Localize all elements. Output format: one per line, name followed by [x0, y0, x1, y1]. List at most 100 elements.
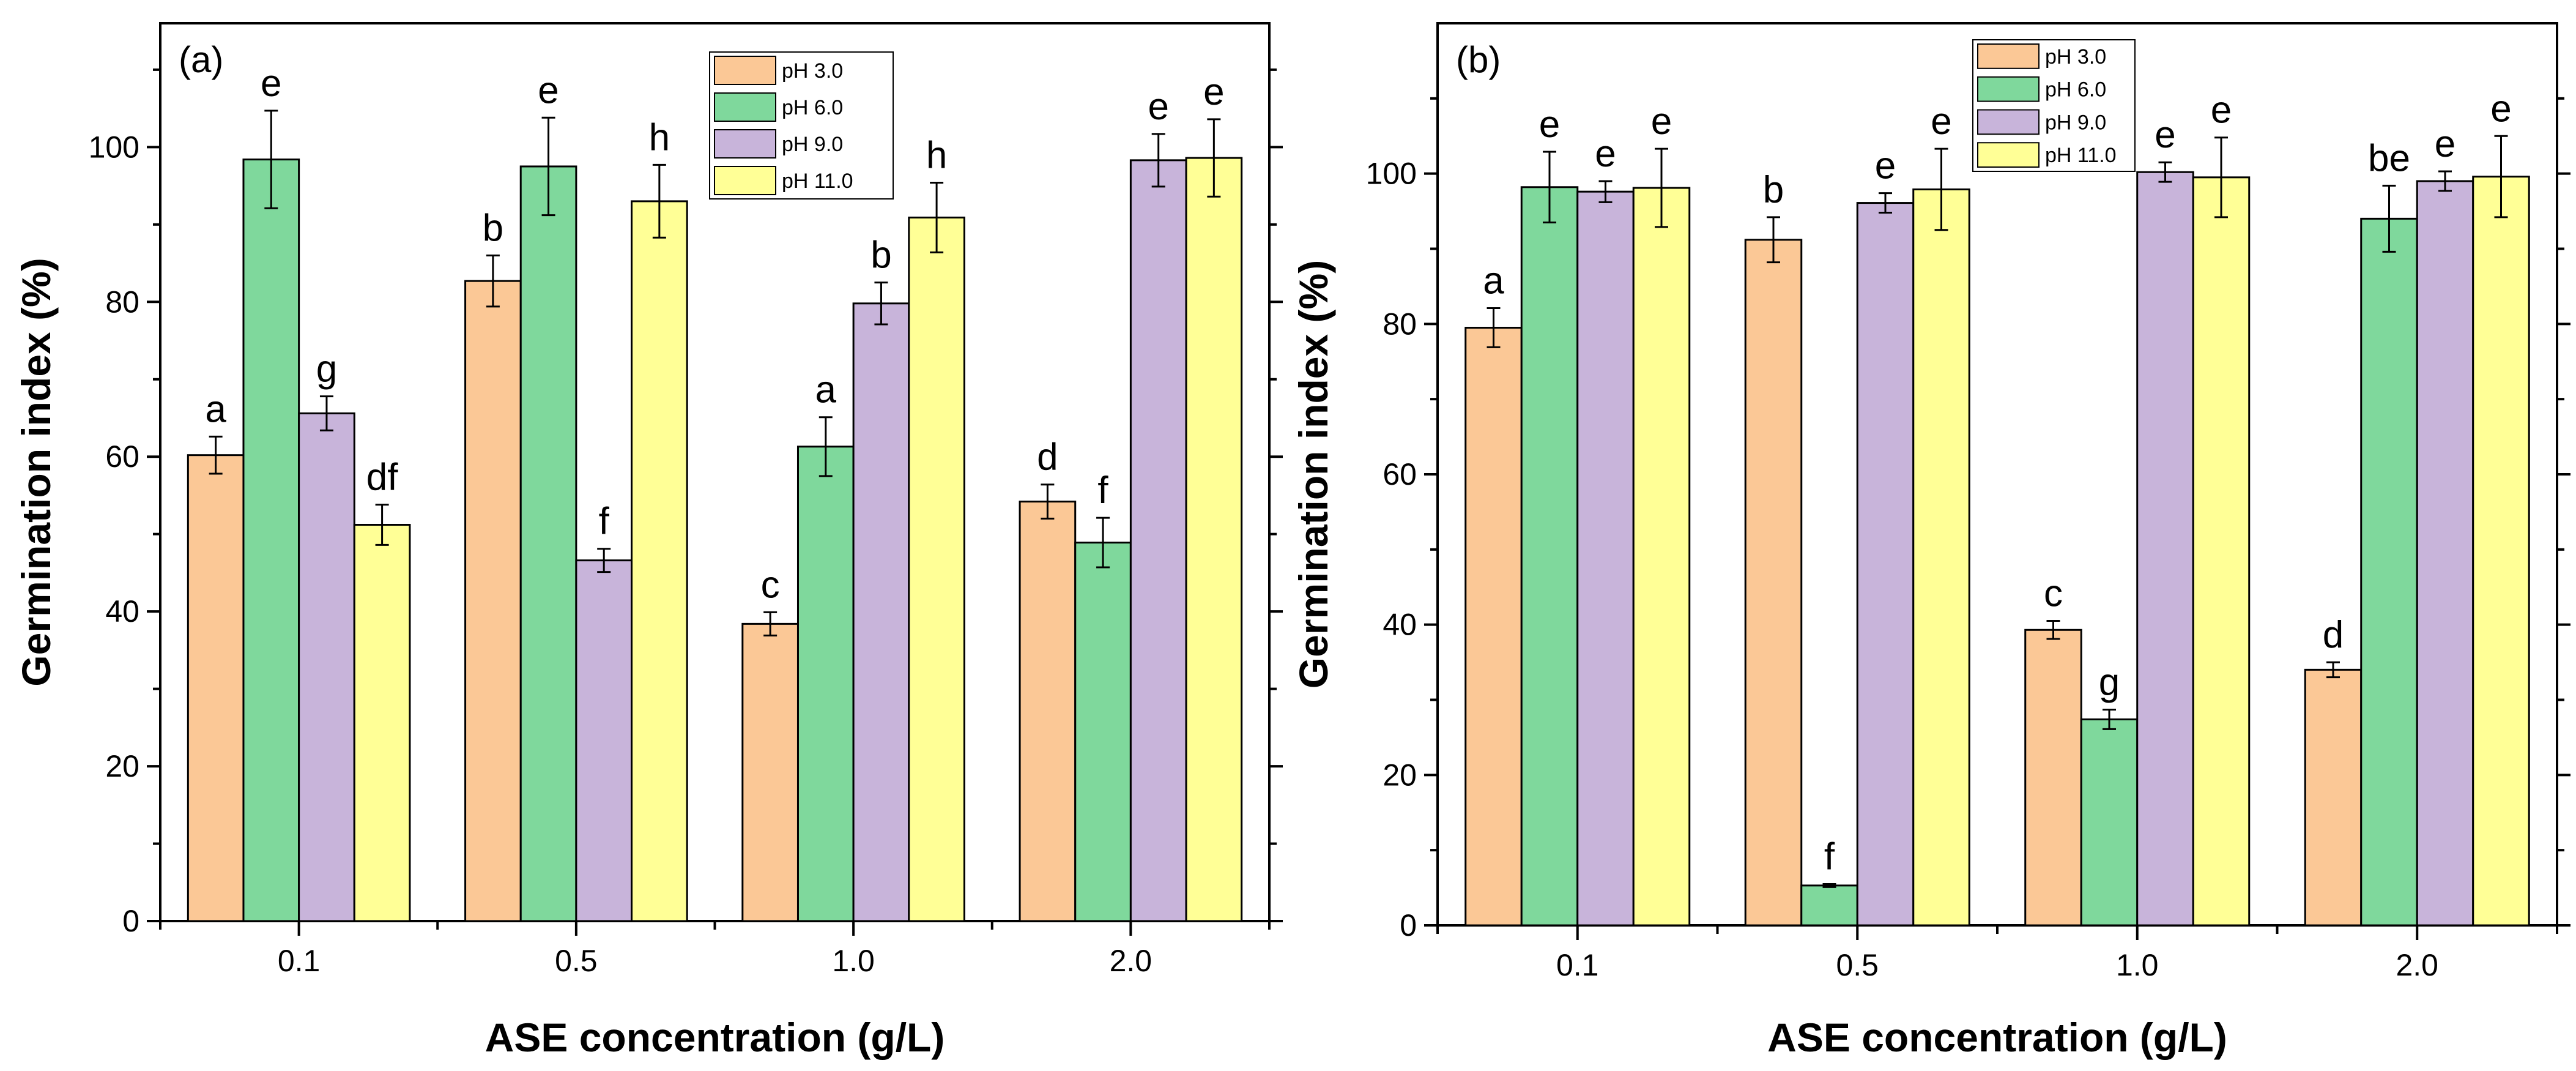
- bar-ph6.0: [1800, 884, 1858, 927]
- y-tick-label: 20: [105, 749, 139, 783]
- significance-letter: h: [926, 135, 947, 177]
- bar-ph9.0: [1856, 202, 1915, 927]
- legend-swatch: [1977, 76, 2040, 102]
- bar-ph6.0: [1074, 542, 1132, 922]
- bar-ph6.0: [796, 446, 855, 922]
- x-tick-label: 0.5: [555, 944, 598, 978]
- bar-ph6.0: [2080, 718, 2139, 927]
- significance-letter: h: [649, 116, 670, 159]
- bar-ph9.0: [2136, 171, 2194, 927]
- panel-label: (a): [179, 39, 223, 80]
- y-tick-label: 80: [105, 285, 139, 319]
- bar-ph11.0: [2472, 176, 2530, 927]
- bar-ph11.0: [2192, 176, 2251, 927]
- legend-entry: pH 11.0: [782, 170, 853, 193]
- legend-entry: pH 11.0: [2045, 144, 2117, 167]
- legend-swatch: [1977, 109, 2040, 135]
- y-tick-label: 20: [1383, 758, 1417, 792]
- bar-ph3.0: [2024, 629, 2082, 927]
- x-tick-label: 1.0: [832, 944, 875, 978]
- bar-ph6.0: [242, 159, 300, 922]
- significance-letter: e: [1148, 86, 1168, 128]
- significance-letter: b: [483, 207, 503, 249]
- legend-entry: pH 3.0: [782, 59, 843, 83]
- y-tick-label: 0: [122, 904, 139, 938]
- significance-letter: e: [1931, 100, 1951, 143]
- legend-entry: pH 9.0: [782, 133, 843, 156]
- legend-entry: pH 3.0: [2045, 45, 2106, 69]
- bar-ph3.0: [2304, 668, 2363, 927]
- significance-letter: d: [1037, 436, 1058, 479]
- bar-ph6.0: [2360, 217, 2418, 927]
- bar-ph11.0: [1912, 188, 1970, 927]
- significance-letter: f: [1097, 469, 1108, 512]
- panel-label: (b): [1456, 39, 1501, 80]
- y-tick-label: 0: [1400, 908, 1417, 942]
- bar-ph3.0: [1744, 239, 1803, 927]
- y-tick-label: 100: [1366, 157, 1417, 191]
- legend-swatch: [1977, 43, 2040, 69]
- legend-entry: pH 6.0: [2045, 78, 2106, 102]
- x-tick-label: 0.5: [1836, 948, 1879, 982]
- significance-letter: g: [2099, 661, 2120, 703]
- x-tick-label: 2.0: [1110, 944, 1153, 978]
- bar-ph11.0: [631, 200, 688, 922]
- legend-swatch: [714, 92, 776, 122]
- significance-letter: e: [2435, 123, 2455, 165]
- bar-ph9.0: [298, 412, 355, 922]
- significance-letter: f: [599, 501, 610, 543]
- y-tick-label: 80: [1383, 307, 1417, 341]
- y-tick-label: 100: [89, 130, 139, 164]
- bar-ph3.0: [1464, 326, 1523, 927]
- legend-entry: pH 6.0: [782, 96, 843, 119]
- legend-swatch: [714, 129, 776, 159]
- significance-letter: f: [1824, 835, 1835, 878]
- x-tick-label: 0.1: [1556, 948, 1599, 982]
- bar-ph11.0: [353, 523, 411, 922]
- y-axis-title: Germination index (%): [1291, 260, 1336, 688]
- significance-letter: e: [538, 69, 559, 111]
- significance-letter: e: [1595, 133, 1616, 175]
- bar-ph3.0: [187, 454, 245, 922]
- legend-swatch: [1977, 142, 2040, 168]
- legend-swatch: [714, 56, 776, 85]
- y-axis-title: Germination index (%): [13, 258, 59, 686]
- significance-letter: c: [761, 564, 780, 606]
- bar-ph3.0: [741, 622, 799, 922]
- bar-ph9.0: [852, 302, 910, 922]
- significance-letter: b: [1763, 169, 1784, 211]
- significance-letter: be: [2368, 137, 2410, 179]
- bar-ph11.0: [908, 216, 965, 922]
- significance-letter: a: [815, 369, 837, 411]
- bar-ph9.0: [1576, 190, 1635, 927]
- significance-letter: e: [1539, 103, 1560, 146]
- x-axis-title: ASE concentration (g/L): [1767, 1015, 2227, 1060]
- bar-ph9.0: [2416, 180, 2474, 927]
- significance-letter: e: [2490, 88, 2511, 130]
- bar-ph6.0: [1520, 186, 1579, 927]
- significance-letter: a: [1483, 260, 1504, 302]
- legend: pH 3.0 pH 6.0 pH 9.0 pH 11.0: [1972, 39, 2136, 172]
- significance-letter: b: [870, 234, 891, 277]
- bar-ph3.0: [464, 280, 522, 922]
- bar-ph11.0: [1632, 187, 1691, 927]
- significance-letter: d: [2323, 614, 2344, 656]
- bar-ph9.0: [1129, 159, 1187, 922]
- significance-letter: e: [261, 62, 281, 105]
- y-tick-label: 40: [1383, 608, 1417, 642]
- y-tick-label: 40: [105, 594, 139, 629]
- x-axis-title: ASE concentration (g/L): [485, 1015, 945, 1060]
- y-tick-label: 60: [105, 439, 139, 474]
- legend-swatch: [714, 166, 776, 195]
- significance-letter: g: [316, 348, 337, 390]
- significance-letter: e: [1203, 71, 1224, 113]
- significance-letter: e: [1651, 100, 1672, 143]
- legend-entry: pH 9.0: [2045, 111, 2106, 134]
- y-tick-label: 60: [1383, 457, 1417, 491]
- bar-ph11.0: [1185, 157, 1243, 922]
- significance-letter: e: [2211, 89, 2232, 132]
- legend: pH 3.0 pH 6.0 pH 9.0 pH 11.0: [709, 51, 894, 200]
